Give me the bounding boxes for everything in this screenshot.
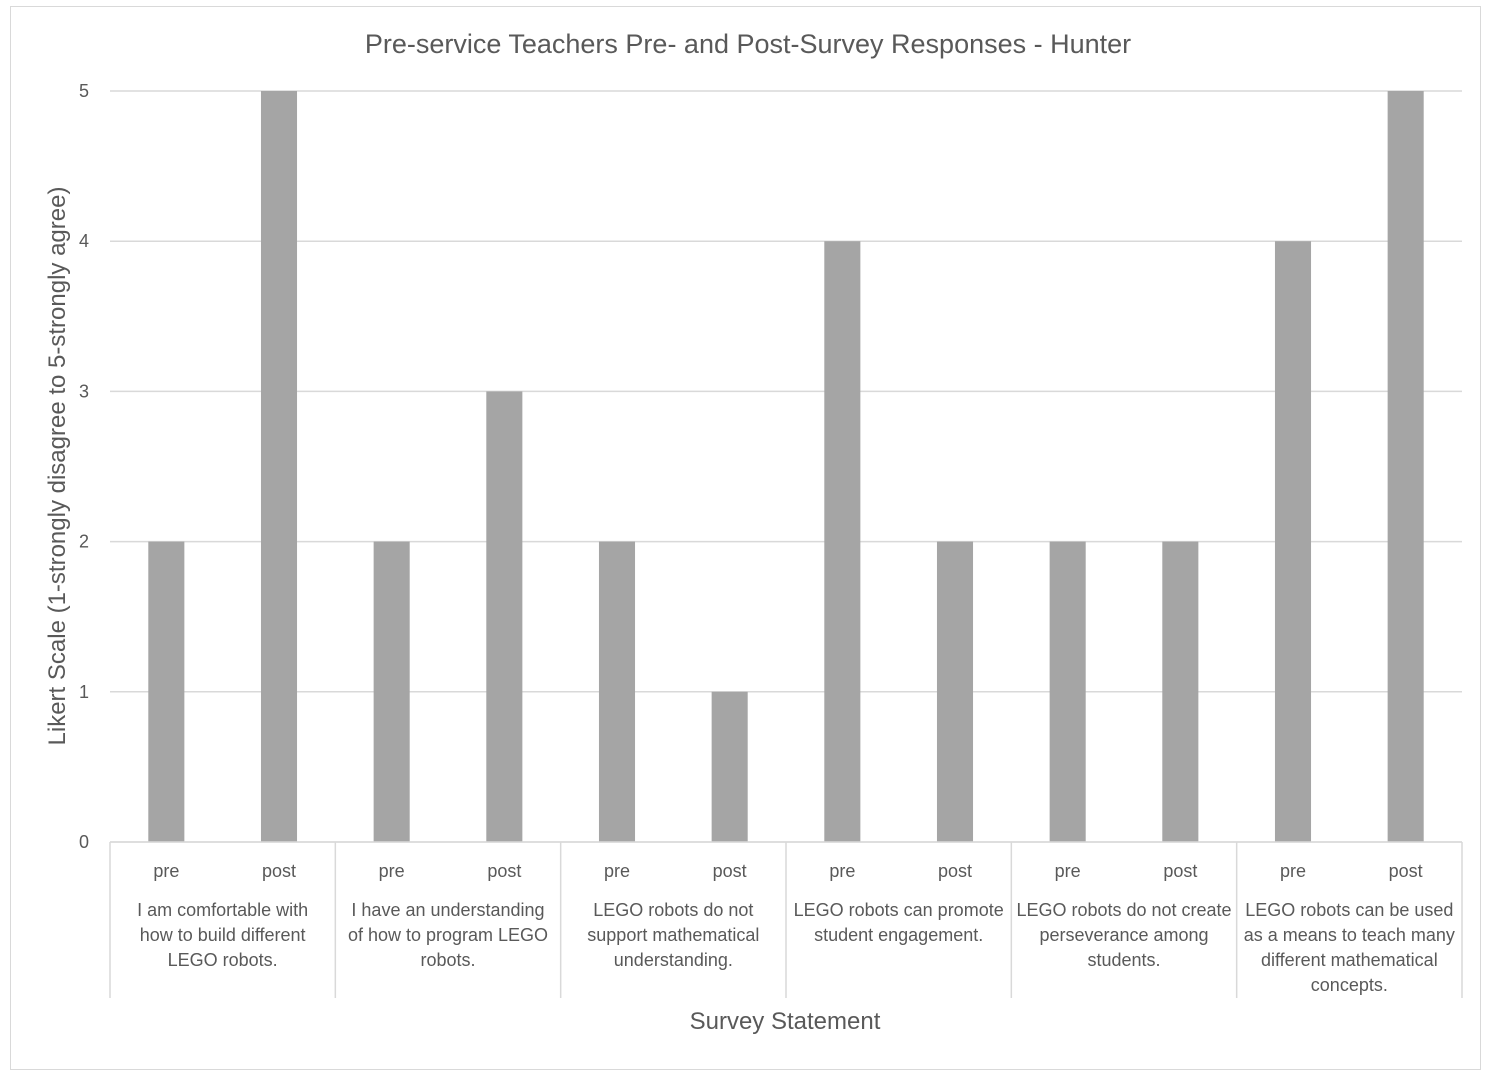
gridlines [110, 90, 1462, 843]
group-label-line: different mathematical [1261, 950, 1438, 970]
bar-post [260, 91, 298, 842]
y-tick-label: 0 [79, 832, 89, 852]
category-label: pre [604, 861, 630, 881]
group-label-line: perseverance among [1039, 925, 1208, 945]
group-label-line: of how to program LEGO [348, 925, 548, 945]
chart-title: Pre-service Teachers Pre- and Post-Surve… [365, 29, 1131, 59]
group-label-line: how to build different [140, 925, 306, 945]
group-label-line: support mathematical [587, 925, 759, 945]
chart-frame [10, 6, 1481, 1070]
bar-pre [824, 241, 861, 842]
x-axis-title: Survey Statement [690, 1008, 881, 1035]
group-label-line: students. [1087, 950, 1160, 970]
group-label-line: as a means to teach many [1244, 925, 1455, 945]
y-axis-ticks: 0 1 2 3 4 5 [79, 81, 89, 852]
y-tick-label: 4 [79, 231, 89, 251]
group-label-line: LEGO robots can promote [794, 900, 1004, 920]
x-axis: pre post I am comfortable with how to build… [109, 841, 1463, 998]
bar-post [486, 391, 523, 842]
group-label-line: LEGO robots can be used [1245, 900, 1453, 920]
group-label-line: robots. [420, 950, 475, 970]
group-label-line: LEGO robots. [168, 950, 278, 970]
category-label: post [262, 861, 296, 881]
bar-pre [373, 541, 410, 842]
category-label: post [938, 861, 972, 881]
category-label: pre [1055, 861, 1081, 881]
group-label-line: understanding. [614, 950, 733, 970]
group-label-line: LEGO robots do not [593, 900, 753, 920]
bar-pre [148, 541, 185, 842]
category-label: post [1163, 861, 1197, 881]
y-tick-label: 2 [79, 532, 89, 552]
bars [148, 91, 1424, 842]
group-label-line: student engagement. [814, 925, 983, 945]
category-label: pre [829, 861, 855, 881]
bar-post [711, 691, 748, 842]
group-label-line: LEGO robots do not create [1016, 900, 1231, 920]
bar-post [1387, 91, 1424, 842]
y-tick-label: 3 [79, 381, 89, 401]
y-axis-title: Likert Scale (1-strongly disagree to 5-s… [44, 187, 71, 746]
category-label: post [487, 861, 521, 881]
group-label-line: I am comfortable with [137, 900, 308, 920]
y-tick-label: 1 [79, 682, 89, 702]
bar-pre [1274, 241, 1312, 842]
group-label-line: concepts. [1311, 975, 1388, 995]
category-label: post [1389, 861, 1423, 881]
bar-post [1162, 541, 1199, 842]
bar-pre [598, 541, 636, 842]
category-label: pre [153, 861, 179, 881]
bar-pre [1049, 541, 1086, 842]
category-label: pre [379, 861, 405, 881]
category-label: post [713, 861, 747, 881]
bar-post [936, 541, 974, 842]
category-label: pre [1280, 861, 1306, 881]
y-tick-label: 5 [79, 81, 89, 101]
group-label-line: I have an understanding [351, 900, 544, 920]
